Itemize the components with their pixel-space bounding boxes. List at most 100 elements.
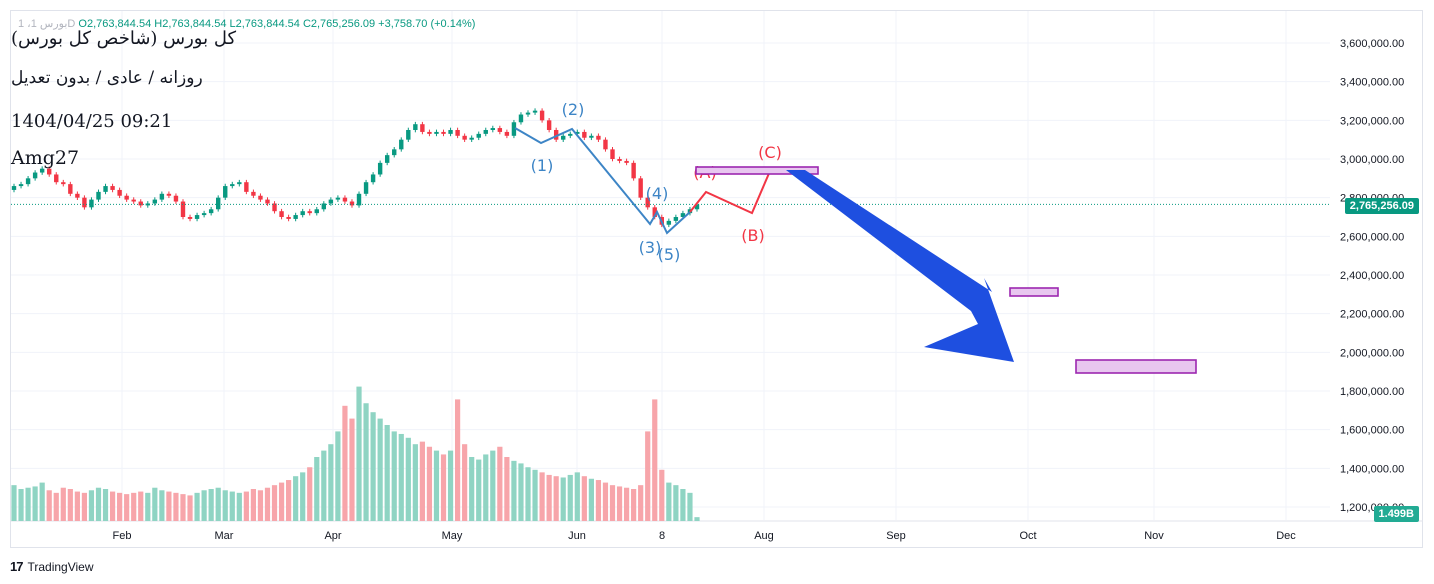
volume-bar [483, 454, 489, 521]
candle-body [631, 162, 636, 179]
target-zone-box [695, 166, 819, 175]
volume-bar [264, 487, 271, 521]
candle-body [39, 168, 45, 173]
candle-body [173, 195, 179, 202]
candle-body [363, 182, 369, 194]
volume-bar [454, 399, 461, 521]
volume-bar [666, 482, 672, 521]
candle-body [377, 162, 383, 175]
candle-body [666, 220, 672, 225]
candle-body [680, 213, 686, 217]
volume-bar [638, 485, 644, 521]
wave-label-blue: (4) [646, 184, 669, 203]
volume-bar [67, 489, 73, 521]
volume-bar [567, 474, 573, 521]
candle-body [532, 110, 538, 113]
candle-body [603, 139, 608, 150]
y-tick-label: 2,000,000.00 [1340, 347, 1404, 359]
volume-bar [180, 494, 186, 521]
volume-bar [405, 437, 411, 521]
candle-body [356, 193, 362, 206]
legend-low: L2,763,844.54 [229, 18, 300, 30]
volume-bar [398, 433, 404, 521]
candle-body [159, 193, 165, 200]
x-tick-label: Sep [886, 530, 906, 542]
candle-body [370, 174, 376, 183]
legend-high: H2,763,844.54 [154, 18, 227, 30]
candle-body [61, 182, 66, 185]
candle-body [96, 191, 101, 200]
candle-body [349, 201, 355, 206]
down-arrow-icon [786, 170, 1014, 362]
volume-bar [462, 444, 468, 521]
volume-bar [293, 476, 299, 521]
volume-bar [159, 490, 165, 521]
volume-bar [342, 405, 348, 521]
x-tick-label: May [442, 530, 463, 542]
tradingview-logo-icon: 17 [10, 559, 24, 574]
volume-bar [370, 412, 376, 521]
volume-bar [124, 494, 130, 521]
volume-bar [384, 425, 390, 521]
candle-body [32, 172, 38, 179]
volume-bar [300, 472, 306, 521]
candle-body [624, 160, 629, 163]
volume-badge: 1.499B [1373, 506, 1419, 522]
candle-body [399, 139, 404, 150]
volume-bar [623, 487, 630, 521]
volume-bar [356, 386, 362, 521]
y-tick-label: 1,600,000.00 [1340, 425, 1404, 437]
volume-bar [539, 472, 545, 521]
volume-bar [659, 469, 665, 521]
volume-bar [307, 467, 313, 521]
wave-label-blue: (3) [639, 238, 662, 257]
volume-bar [74, 491, 80, 521]
volume-bar [250, 489, 257, 521]
volume-bar [187, 495, 193, 521]
volume-bar [278, 482, 285, 521]
candle-body [145, 203, 150, 206]
y-tick-label: 2,400,000.00 [1340, 270, 1404, 282]
volume-bar [138, 491, 144, 521]
x-tick-label: Apr [324, 530, 341, 542]
chart-frame[interactable] [10, 10, 1423, 548]
candle-body [448, 130, 453, 134]
candle-body [286, 217, 291, 219]
volume-bar [616, 486, 623, 521]
candle-body [553, 130, 559, 140]
wave-label-red: (B) [741, 226, 764, 245]
volume-bar [377, 418, 383, 521]
y-tick-label: 3,600,000.00 [1340, 38, 1404, 50]
wave-blue-line [514, 127, 691, 235]
candle-body [483, 130, 488, 134]
candle-body [117, 189, 122, 196]
symbol-label: 1 ،بورس 1D [18, 18, 76, 30]
volume-bar [11, 485, 17, 521]
volume-bar [321, 450, 327, 521]
volume-bar [497, 446, 503, 521]
ohlc-legend: 1 ،بورس 1D O2,763,844.54 H2,763,844.54 L… [18, 17, 475, 30]
tradingview-brand[interactable]: 17 TradingView [10, 559, 94, 574]
candle-body [568, 133, 573, 136]
candle-body [54, 174, 59, 183]
legend-change: +3,758.70 (+0.14%) [378, 18, 476, 30]
volume-bar [328, 444, 334, 521]
x-tick-label: Dec [1276, 530, 1296, 542]
brand-label: TradingView [27, 560, 94, 574]
candle-body [328, 199, 334, 204]
volume-bar [440, 454, 447, 521]
volume-bar [117, 492, 123, 521]
candle-body [462, 135, 467, 140]
candle-body [518, 114, 524, 123]
candle-body [89, 199, 94, 208]
volume-bar [131, 492, 137, 521]
volume-bar [645, 431, 651, 521]
candle-body [652, 207, 657, 217]
volume-bar [490, 450, 496, 521]
candle-body [384, 155, 390, 163]
candle-body [166, 193, 172, 196]
wave-label-blue: (5) [658, 245, 681, 264]
volume-bar [687, 492, 693, 521]
candle-body [497, 128, 503, 132]
